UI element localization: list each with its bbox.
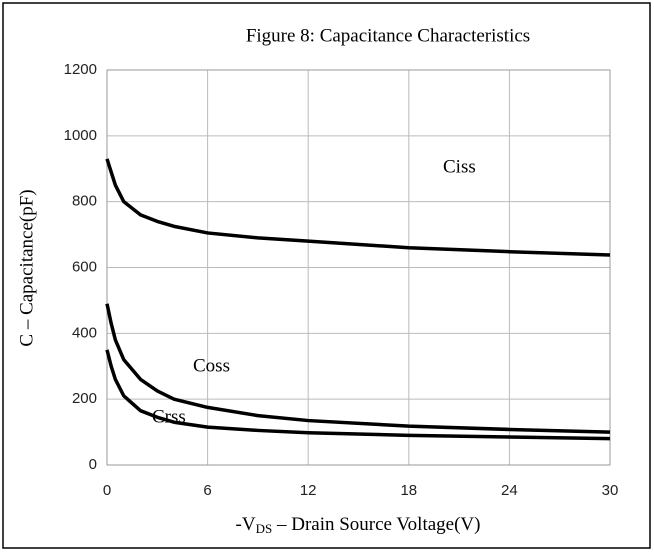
series-line: [105, 349, 611, 441]
chart-title: Figure 8: Capacitance Characteristics: [246, 25, 530, 46]
y-tick-label: 200: [72, 390, 97, 407]
series-label: Coss: [193, 355, 230, 376]
series-line: [105, 158, 611, 257]
series-line: [105, 303, 611, 434]
x-tick-label: 24: [501, 482, 518, 499]
x-axis-label: -VDS – Drain Source Voltage(V): [236, 514, 481, 536]
series-label: Ciss: [443, 156, 476, 177]
y-tick-label: 0: [89, 456, 97, 473]
y-tick-label: 400: [72, 324, 97, 341]
y-axis-label: C – Capacitance(pF): [16, 189, 37, 346]
x-label-sub: DS: [256, 521, 273, 536]
y-tick-label: 600: [72, 258, 97, 275]
x-tick-label: 30: [602, 482, 619, 499]
y-tick-label: 800: [72, 193, 97, 210]
x-tick-label: 0: [103, 482, 111, 499]
x-tick-label: 18: [400, 482, 417, 499]
x-tick-label: 6: [203, 482, 211, 499]
plot-frame: [106, 69, 611, 466]
x-tick-label: 12: [300, 482, 317, 499]
series-label: Crss: [152, 406, 186, 427]
x-label-part: -V: [236, 514, 256, 535]
y-tick-label: 1000: [64, 127, 97, 144]
x-label-part: – Drain Source Voltage(V): [272, 514, 480, 535]
y-tick-label: 1200: [64, 61, 97, 78]
